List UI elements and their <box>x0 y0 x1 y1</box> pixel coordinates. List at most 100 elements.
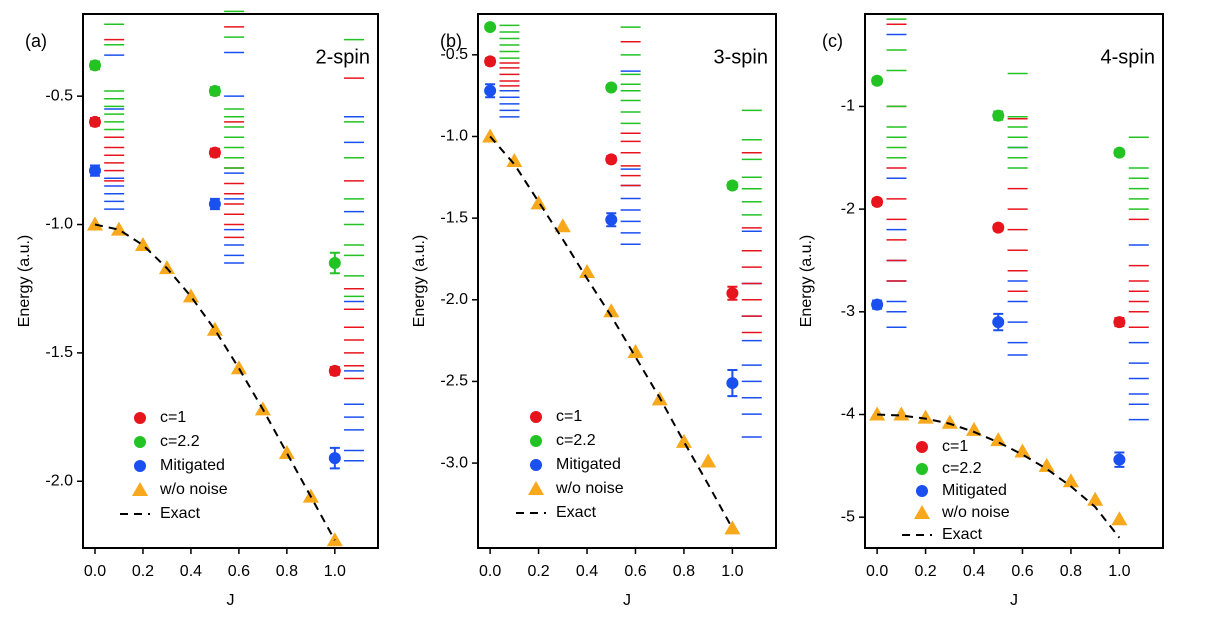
triangle-point <box>990 432 1007 447</box>
triangle-point <box>893 406 910 421</box>
y-tick-label: -1.5 <box>440 209 468 226</box>
triangle-point <box>482 128 499 143</box>
data-point <box>328 452 341 465</box>
data-point <box>871 298 884 311</box>
x-tick-label: 0.0 <box>479 563 501 580</box>
plot-frame <box>82 13 379 549</box>
legend-swatch <box>916 463 928 475</box>
legend-label: Exact <box>556 504 597 521</box>
x-tick-label: 0.2 <box>132 563 154 580</box>
x-tick-label: 0.2 <box>914 563 936 580</box>
y-tick-label: -0.5 <box>440 46 468 63</box>
x-tick-label: 0.6 <box>624 563 646 580</box>
x-tick-label: 0.4 <box>576 563 598 580</box>
panel-label: (c) <box>822 31 843 51</box>
x-tick-label: 1.0 <box>1108 563 1130 580</box>
legend-label: c=2.2 <box>942 460 982 477</box>
y-tick-label: -2.0 <box>440 291 468 308</box>
x-tick-label: 0.2 <box>527 563 549 580</box>
x-tick-label: 0.8 <box>276 563 298 580</box>
y-axis-label: Energy (a.u.) <box>16 235 33 327</box>
y-tick-label: -2.5 <box>440 373 468 390</box>
y-tick-label: -2 <box>841 200 855 217</box>
data-point <box>484 21 497 34</box>
legend-label: c=1 <box>160 409 186 426</box>
triangle-point <box>941 414 958 429</box>
panel: (b) 0.0 0.2 0.4 0.6 0.8 1.0 -0.5 -1.0 -1.5 -2.0 -2.… <box>411 13 777 609</box>
y-axis-label: Energy (a.u.) <box>798 235 815 327</box>
legend-swatch <box>528 481 544 495</box>
legend-label: Exact <box>942 526 983 543</box>
triangle-point <box>724 520 741 535</box>
x-tick-label: 1.0 <box>721 563 743 580</box>
data-point <box>1113 453 1126 466</box>
triangle-point <box>579 264 596 279</box>
triangle-point <box>182 288 199 303</box>
x-tick-label: 0.4 <box>180 563 202 580</box>
data-point <box>484 55 497 68</box>
triangle-point <box>530 195 547 210</box>
y-tick-label: -1.0 <box>45 216 73 233</box>
triangle-point <box>206 321 223 336</box>
legend-swatch <box>530 411 542 423</box>
x-tick-label: 1.0 <box>324 563 346 580</box>
data-point <box>992 316 1005 329</box>
y-tick-label: -0.5 <box>45 87 73 104</box>
legend-swatch <box>916 441 928 453</box>
triangle-point <box>86 216 103 231</box>
legend-label: c=1 <box>942 438 968 455</box>
panel-title: 2-spin <box>316 46 370 68</box>
x-tick-label: 0.0 <box>866 563 888 580</box>
y-tick-label: -2.0 <box>45 472 73 489</box>
data-point <box>726 179 739 192</box>
triangle-point <box>917 409 934 424</box>
y-tick-label: -5 <box>841 508 855 525</box>
legend-label: Mitigated <box>556 456 621 473</box>
triangle-point <box>1111 511 1128 526</box>
legend-label: Mitigated <box>942 482 1007 499</box>
triangle-point <box>1038 457 1055 472</box>
legend-swatch <box>916 485 928 497</box>
data-point <box>88 164 101 177</box>
legend-label: w/o noise <box>159 481 228 498</box>
panel-label: (a) <box>25 31 47 51</box>
data-point <box>208 85 221 98</box>
data-point <box>992 221 1005 234</box>
panel-title: 4-spin <box>1101 46 1155 68</box>
triangle-point <box>1014 443 1031 458</box>
legend-swatch <box>134 436 146 448</box>
data-point <box>605 153 618 166</box>
data-point <box>328 364 341 377</box>
legend-label: w/o noise <box>941 504 1010 521</box>
data-point <box>484 84 497 97</box>
triangle-point <box>1062 473 1079 488</box>
legend-label: c=2.2 <box>160 433 200 450</box>
triangle-point <box>506 152 523 167</box>
x-tick-label: 0.6 <box>228 563 250 580</box>
panel-label: (b) <box>440 31 462 51</box>
panel: (c) 0.0 0.2 0.4 0.6 0.8 1.0 -1 -2 -3 -4 -5 J Energy (… <box>798 13 1164 609</box>
triangle-point <box>675 433 692 448</box>
y-axis-label: Energy (a.u.) <box>411 235 428 327</box>
x-tick-label: 0.8 <box>673 563 695 580</box>
y-tick-label: -3 <box>841 303 855 320</box>
exact-line <box>489 135 734 529</box>
triangle-point <box>966 421 983 436</box>
triangle-point <box>278 445 295 460</box>
data-point <box>726 287 739 300</box>
legend-swatch <box>530 435 542 447</box>
triangle-point <box>869 406 886 421</box>
triangle-point <box>134 237 151 252</box>
legend-swatch <box>132 482 148 496</box>
plot-frame <box>864 13 1164 549</box>
legend-label: c=2.2 <box>556 432 596 449</box>
data-point <box>208 146 221 159</box>
triangle-point <box>700 453 717 468</box>
legend-swatch <box>134 460 146 472</box>
exact-line <box>94 223 336 541</box>
data-point <box>726 377 739 390</box>
legend-label: w/o noise <box>555 480 624 497</box>
data-point <box>605 81 618 94</box>
legend-swatch <box>914 505 930 519</box>
